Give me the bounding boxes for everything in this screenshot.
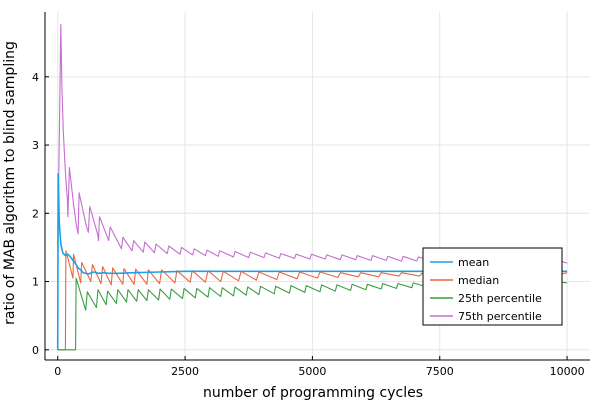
legend-label: 25th percentile <box>458 292 542 305</box>
x-tick-label: 10000 <box>550 365 585 378</box>
y-axis-title: ratio of MAB algorithm to blind sampling <box>2 41 18 325</box>
legend-label: mean <box>458 256 489 269</box>
y-tick-label: 3 <box>32 139 39 152</box>
y-tick-label: 1 <box>32 276 39 289</box>
legend-label: 75th percentile <box>458 310 542 323</box>
x-tick-label: 5000 <box>298 365 326 378</box>
x-tick-label: 7500 <box>426 365 454 378</box>
grid <box>45 12 590 360</box>
y-tick-label: 4 <box>32 71 39 84</box>
axes <box>44 12 590 361</box>
legend: mean median 25th percentile 75th percentile <box>422 247 563 326</box>
tick-labels: 0 2500 5000 7500 10000 0 1 2 3 4 <box>32 71 585 378</box>
y-tick-label: 2 <box>32 207 39 220</box>
x-tick-label: 0 <box>54 365 61 378</box>
y-tick-label: 0 <box>32 344 39 357</box>
series-line-mean <box>56 172 568 350</box>
x-tick-label: 2500 <box>171 365 199 378</box>
legend-label: median <box>458 274 499 287</box>
x-axis-title: number of programming cycles <box>203 385 423 400</box>
legend-box <box>422 247 563 326</box>
